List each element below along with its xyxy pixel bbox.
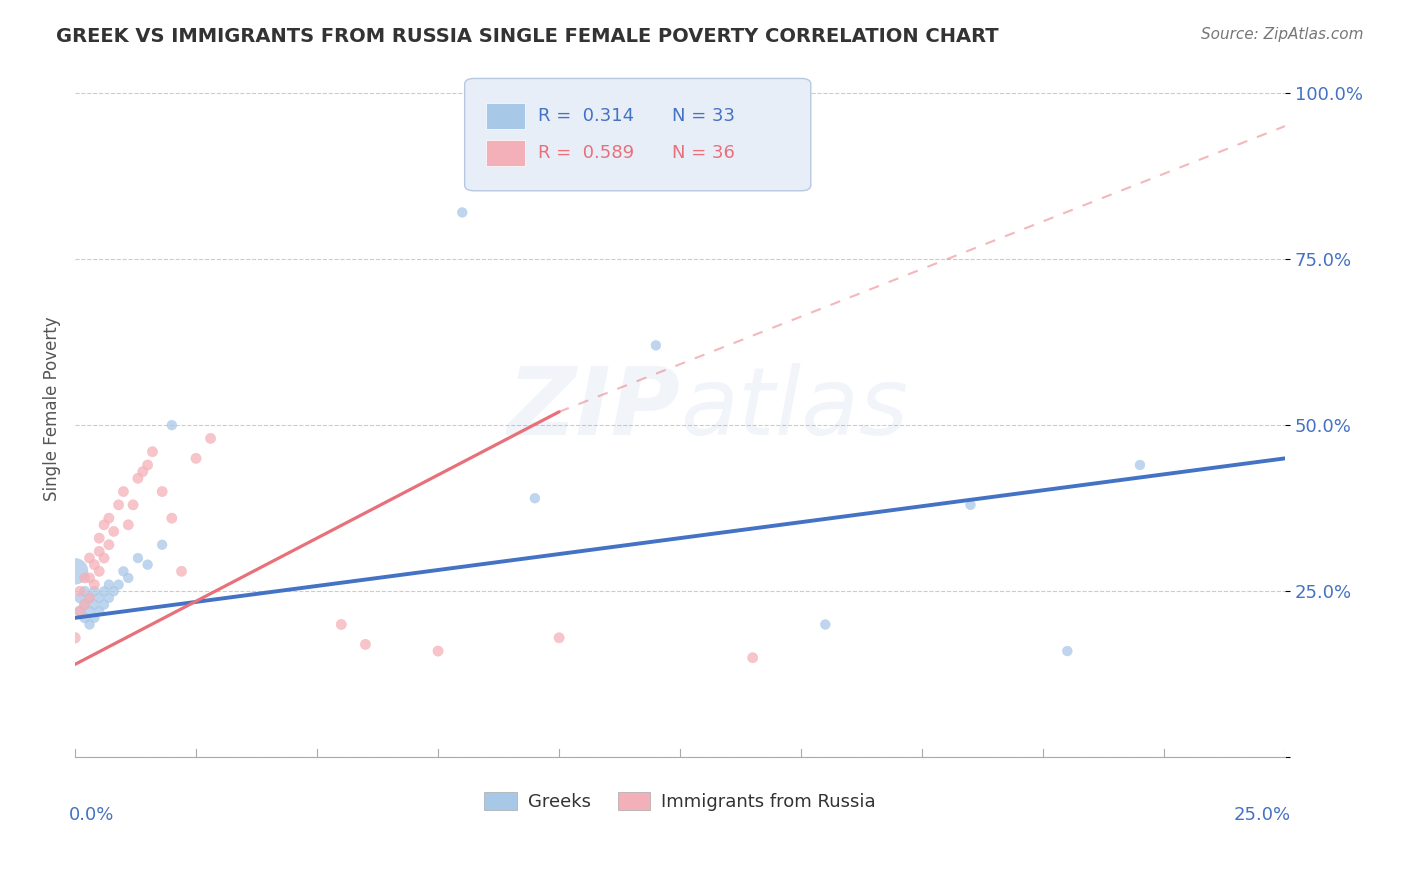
- Point: [117, 517, 139, 532]
- Point: [644, 338, 666, 352]
- Point: [451, 205, 474, 219]
- Point: [93, 584, 115, 599]
- Point: [160, 511, 183, 525]
- Point: [103, 524, 125, 539]
- Y-axis label: Single Female Poverty: Single Female Poverty: [44, 316, 60, 500]
- Point: [97, 591, 120, 605]
- Point: [89, 544, 111, 558]
- Point: [150, 538, 173, 552]
- Point: [79, 571, 101, 585]
- Point: [1129, 458, 1152, 472]
- Point: [89, 591, 111, 605]
- Point: [73, 598, 96, 612]
- Point: [122, 498, 145, 512]
- FancyBboxPatch shape: [486, 103, 526, 129]
- Point: [79, 591, 101, 605]
- Point: [63, 564, 86, 578]
- Point: [107, 498, 129, 512]
- Text: R =  0.314: R = 0.314: [538, 107, 634, 125]
- Point: [97, 511, 120, 525]
- Point: [136, 458, 159, 472]
- Point: [89, 604, 111, 618]
- Point: [427, 644, 450, 658]
- Point: [112, 564, 135, 578]
- Text: R =  0.589: R = 0.589: [538, 145, 634, 162]
- Point: [69, 604, 91, 618]
- Legend: Greeks, Immigrants from Russia: Greeks, Immigrants from Russia: [477, 784, 883, 818]
- Point: [83, 577, 105, 591]
- Point: [97, 538, 120, 552]
- Point: [93, 551, 115, 566]
- Point: [160, 418, 183, 433]
- Point: [107, 577, 129, 591]
- Text: atlas: atlas: [681, 363, 908, 454]
- Point: [200, 431, 222, 445]
- Point: [523, 491, 546, 506]
- Point: [136, 558, 159, 572]
- Point: [83, 584, 105, 599]
- Point: [69, 584, 91, 599]
- Point: [79, 604, 101, 618]
- Point: [127, 551, 149, 566]
- Point: [73, 598, 96, 612]
- Point: [79, 591, 101, 605]
- Text: N = 36: N = 36: [672, 145, 734, 162]
- Point: [741, 650, 763, 665]
- Point: [354, 637, 377, 651]
- Point: [112, 484, 135, 499]
- Point: [73, 571, 96, 585]
- Point: [959, 498, 981, 512]
- Point: [69, 591, 91, 605]
- Text: 0.0%: 0.0%: [69, 806, 114, 824]
- Text: 25.0%: 25.0%: [1234, 806, 1291, 824]
- Point: [103, 584, 125, 599]
- Text: N = 33: N = 33: [672, 107, 734, 125]
- Point: [83, 598, 105, 612]
- Point: [79, 551, 101, 566]
- FancyBboxPatch shape: [486, 140, 526, 167]
- Point: [93, 598, 115, 612]
- Point: [1056, 644, 1078, 658]
- Point: [83, 611, 105, 625]
- Point: [548, 631, 571, 645]
- Text: GREEK VS IMMIGRANTS FROM RUSSIA SINGLE FEMALE POVERTY CORRELATION CHART: GREEK VS IMMIGRANTS FROM RUSSIA SINGLE F…: [56, 27, 998, 45]
- Point: [73, 584, 96, 599]
- Point: [127, 471, 149, 485]
- Point: [132, 465, 155, 479]
- Point: [63, 631, 86, 645]
- Point: [330, 617, 353, 632]
- Point: [93, 517, 115, 532]
- Point: [69, 604, 91, 618]
- Point: [184, 451, 207, 466]
- FancyBboxPatch shape: [464, 78, 811, 191]
- Point: [89, 531, 111, 545]
- Point: [117, 571, 139, 585]
- Point: [150, 484, 173, 499]
- Point: [97, 577, 120, 591]
- Point: [141, 444, 163, 458]
- Point: [73, 611, 96, 625]
- Point: [89, 564, 111, 578]
- Text: ZIP: ZIP: [508, 362, 681, 455]
- Point: [170, 564, 193, 578]
- Point: [814, 617, 837, 632]
- Point: [79, 617, 101, 632]
- Point: [83, 558, 105, 572]
- Text: Source: ZipAtlas.com: Source: ZipAtlas.com: [1201, 27, 1364, 42]
